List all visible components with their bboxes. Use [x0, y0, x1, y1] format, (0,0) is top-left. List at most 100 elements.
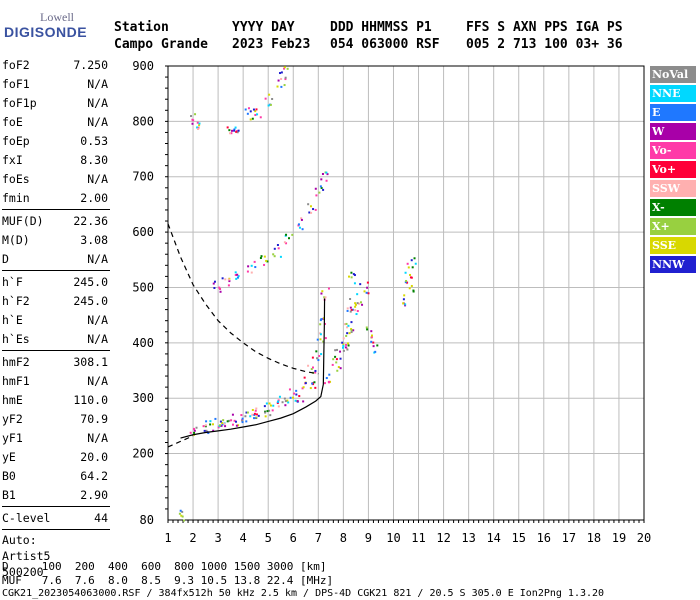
echo-point	[350, 331, 353, 334]
echo-point	[409, 273, 412, 276]
param-divider	[2, 506, 110, 507]
param-value: N/A	[87, 77, 108, 91]
echo-point	[321, 290, 324, 293]
y-tick-label: 400	[132, 336, 154, 350]
echo-point	[254, 409, 257, 412]
echo-point	[345, 322, 348, 325]
echo-point	[219, 424, 222, 427]
param-label: foF2	[2, 58, 30, 72]
echo-point	[254, 113, 257, 116]
echo-point	[301, 228, 304, 231]
echo-point	[237, 424, 240, 427]
echo-point	[291, 233, 294, 236]
echo-point	[190, 115, 193, 118]
param-row: fmin 2.00	[2, 189, 110, 208]
param-label: hmF1	[2, 374, 30, 388]
param-row: yE 20.0	[2, 448, 110, 467]
echo-point	[323, 296, 326, 299]
x-tick-label: 19	[612, 531, 626, 545]
y-tick-label: 300	[132, 391, 154, 405]
echo-point	[349, 298, 352, 301]
echo-point	[324, 296, 327, 299]
echo-point	[222, 419, 225, 422]
echo-point	[260, 255, 263, 258]
param-label: h`F2	[2, 294, 30, 308]
param-row: foEp 0.53	[2, 132, 110, 151]
echo-point	[370, 336, 373, 339]
param-value: 245.0	[73, 275, 108, 289]
parameter-panel: foF2 7.250 foF1 N/A foF1p N/A foE N/A foEp 0.53 fx…	[2, 56, 110, 580]
echo-point	[316, 338, 319, 341]
auto-text: Artist5	[2, 549, 51, 563]
echo-point	[304, 382, 307, 385]
echo-point	[335, 358, 338, 361]
param-label: foF1p	[2, 96, 37, 110]
echo-point	[406, 262, 409, 265]
param-value: N/A	[87, 374, 108, 388]
echo-point	[335, 361, 338, 364]
echo-point	[325, 179, 328, 182]
echo-point	[342, 346, 345, 349]
echo-point	[209, 423, 212, 426]
legend-item: W	[650, 123, 696, 140]
echo-point	[279, 255, 282, 258]
param-value: N/A	[87, 313, 108, 327]
echo-point	[277, 400, 280, 403]
param-label: foEs	[2, 172, 30, 186]
echo-point	[366, 286, 369, 289]
param-value: 245.0	[73, 294, 108, 308]
echo-point	[246, 112, 249, 115]
echo-point	[259, 257, 262, 260]
echo-point	[277, 399, 280, 402]
echo-point	[212, 282, 215, 285]
echo-point	[234, 126, 237, 129]
echo-point	[235, 277, 238, 280]
echo-point	[259, 116, 262, 119]
echo-point	[249, 118, 252, 121]
echo-point	[273, 255, 276, 258]
echo-point	[237, 275, 240, 278]
echo-point	[227, 278, 230, 281]
echo-point	[336, 348, 339, 351]
echo-point	[367, 292, 370, 295]
echo-point	[353, 274, 356, 277]
param-value: 3.08	[80, 233, 108, 247]
echo-point	[339, 350, 342, 353]
echo-point	[228, 129, 231, 132]
x-tick-label: 11	[411, 531, 425, 545]
echo-point	[411, 266, 414, 269]
param-label: foE	[2, 115, 23, 129]
echo-point	[231, 413, 234, 416]
param-value: N/A	[87, 115, 108, 129]
echo-point	[227, 284, 230, 287]
echo-point	[315, 194, 318, 197]
echo-point	[249, 110, 252, 113]
echo-point	[342, 349, 345, 352]
echo-point	[322, 188, 325, 191]
x-tick-label: 1	[164, 531, 171, 545]
echo-point	[246, 270, 249, 273]
echo-point	[264, 411, 267, 414]
echo-point	[283, 241, 286, 244]
param-label: hmE	[2, 393, 23, 407]
echo-point	[179, 509, 182, 512]
echo-point	[234, 271, 237, 274]
x-tick-label: 14	[486, 531, 500, 545]
echo-point	[370, 340, 373, 343]
echo-point	[339, 357, 342, 360]
param-value: 0.53	[80, 134, 108, 148]
echo-point	[255, 413, 258, 416]
echo-point	[353, 282, 356, 285]
echo-point	[283, 67, 286, 70]
footer-distance-line: D 100 200 400 600 800 1000 1500 3000 [km…	[2, 560, 327, 573]
param-row: h`F 245.0	[2, 273, 110, 292]
echo-point	[365, 291, 368, 294]
echo-point	[224, 425, 227, 428]
echo-point	[302, 400, 305, 403]
echo-point	[346, 342, 349, 345]
echo-point	[263, 405, 266, 408]
echo-point	[312, 208, 315, 211]
header-time-value: 054 063000 RSF	[330, 37, 440, 52]
legend-item: X-	[650, 199, 696, 216]
echo-point	[365, 326, 368, 329]
